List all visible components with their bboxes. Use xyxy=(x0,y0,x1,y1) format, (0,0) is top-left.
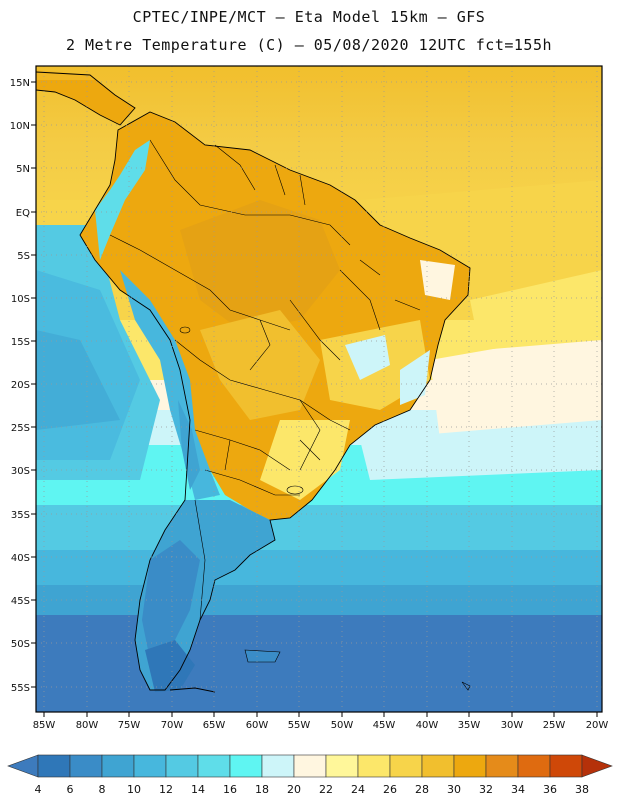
lat-label: 50S xyxy=(11,639,30,650)
lat-label: 5S xyxy=(17,251,30,262)
lon-label: 55W xyxy=(288,720,311,731)
colorbar-swatch xyxy=(293,754,327,778)
lat-label: 15N xyxy=(10,78,30,89)
axis-ticks xyxy=(31,81,598,717)
colorbar-label: 12 xyxy=(159,783,173,796)
lat-label: 45S xyxy=(11,596,30,607)
lon-label: 45W xyxy=(373,720,396,731)
lat-label: 20S xyxy=(11,380,30,391)
lat-label: 25S xyxy=(11,423,30,434)
lon-label: 65W xyxy=(203,720,226,731)
lon-label: 85W xyxy=(33,720,56,731)
colorbar-label: 10 xyxy=(127,783,141,796)
colorbar-swatch xyxy=(101,754,135,778)
lat-label: 5N xyxy=(16,164,30,175)
colorbar-label: 16 xyxy=(223,783,237,796)
lat-label: 30S xyxy=(11,466,30,477)
lat-label: EQ xyxy=(16,208,30,219)
lon-label: 50W xyxy=(331,720,354,731)
lon-label: 25W xyxy=(543,720,566,731)
lon-label: 20W xyxy=(586,720,609,731)
lon-label: 75W xyxy=(118,720,141,731)
colorbar-swatch xyxy=(133,754,167,778)
colorbar-swatch xyxy=(261,754,295,778)
colorbar-swatch xyxy=(517,754,551,778)
lon-label: 70W xyxy=(161,720,184,731)
colorbar-swatch xyxy=(69,754,103,778)
coastlines xyxy=(36,71,471,693)
colorbar-label: 32 xyxy=(479,783,493,796)
country-borders xyxy=(109,139,421,621)
colorbar-swatch xyxy=(485,754,519,778)
colorbar: 4 6 8 10 12 14 16 18 20 22 24 26 28 30 32 34 36 38 xyxy=(7,754,613,796)
lon-label: 30W xyxy=(501,720,524,731)
map-field xyxy=(36,66,602,712)
lat-label: 35S xyxy=(11,510,30,521)
colorbar-swatch xyxy=(357,754,391,778)
colorbar-label: 28 xyxy=(415,783,429,796)
colorbar-swatch xyxy=(229,754,263,778)
map-title-line-1: CPTEC/INPE/MCT – Eta Model 15km – GFS xyxy=(132,8,486,26)
colorbar-label: 6 xyxy=(67,783,74,796)
colorbar-arrow-low xyxy=(7,754,39,778)
lon-label: 80W xyxy=(76,720,99,731)
colorbar-swatch xyxy=(37,754,71,778)
colorbar-label: 14 xyxy=(191,783,205,796)
map-title-line-2: 2 Metre Temperature (C) – 05/08/2020 12U… xyxy=(65,36,553,54)
colorbar-arrow-high xyxy=(581,754,613,778)
colorbar-label: 20 xyxy=(287,783,301,796)
colorbar-swatch xyxy=(165,754,199,778)
lon-label: 35W xyxy=(458,720,481,731)
lat-label: 10S xyxy=(11,294,30,305)
colorbar-swatch xyxy=(389,754,423,778)
colorbar-swatch xyxy=(421,754,455,778)
lon-label: 40W xyxy=(416,720,439,731)
colorbar-label: 24 xyxy=(351,783,365,796)
colorbar-label: 4 xyxy=(35,783,42,796)
lat-labels: 15N 10N 5N EQ 5S 10S 15S 20S 25S 30S 35S… xyxy=(10,78,30,694)
lon-labels: 85W 80W 75W 70W 65W 60W 55W 50W 45W 40W … xyxy=(33,720,609,731)
lon-label: 60W xyxy=(246,720,269,731)
lakes-islands xyxy=(179,326,471,691)
lat-label: 40S xyxy=(11,553,30,564)
colorbar-label: 38 xyxy=(575,783,589,796)
colorbar-label: 18 xyxy=(255,783,269,796)
colorbar-swatch xyxy=(325,754,359,778)
colorbar-label: 30 xyxy=(447,783,461,796)
colorbar-label: 22 xyxy=(319,783,333,796)
colorbar-label: 8 xyxy=(99,783,106,796)
colorbar-swatch xyxy=(453,754,487,778)
lat-label: 10N xyxy=(10,121,30,132)
colorbar-label: 26 xyxy=(383,783,397,796)
colorbar-swatch xyxy=(197,754,231,778)
colorbar-label: 36 xyxy=(543,783,557,796)
lat-label: 55S xyxy=(11,683,30,694)
colorbar-swatch xyxy=(549,754,583,778)
map-frame xyxy=(35,65,603,713)
lat-label: 15S xyxy=(11,337,30,348)
colorbar-label: 34 xyxy=(511,783,525,796)
